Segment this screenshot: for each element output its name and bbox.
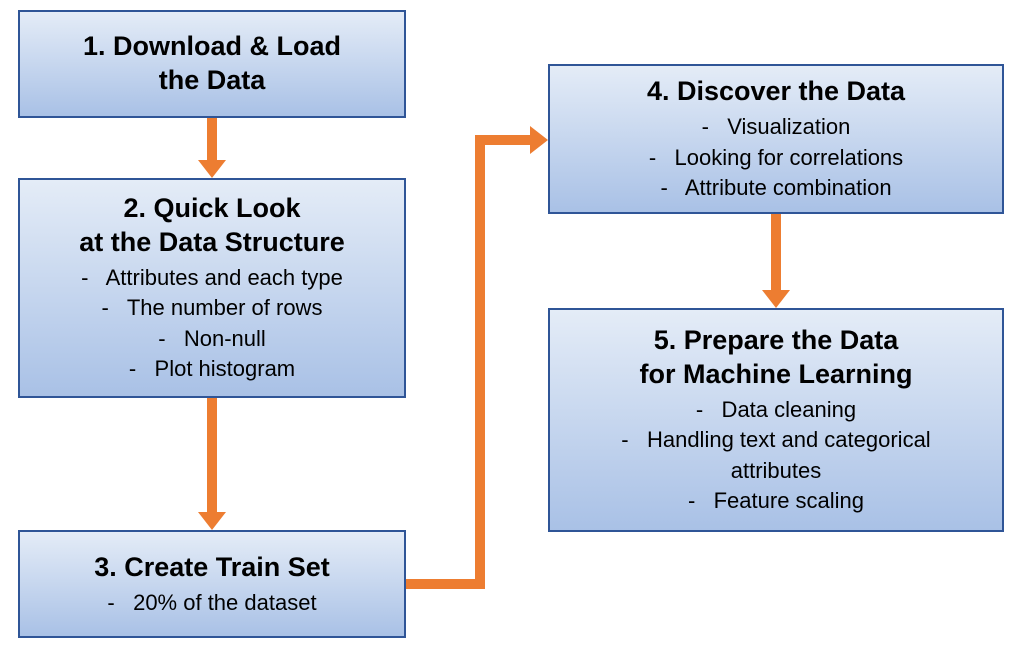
flow-node-n1: 1. Download & Loadthe Data — [18, 10, 406, 118]
node-bullet: - Looking for correlations — [649, 144, 903, 173]
node-bullet: - Visualization — [702, 113, 851, 142]
node-title-line: 1. Download & Load — [83, 30, 341, 64]
node-title-line: 2. Quick Look — [79, 192, 345, 226]
node-title-line: 3. Create Train Set — [94, 551, 330, 585]
node-title: 1. Download & Loadthe Data — [83, 30, 341, 98]
node-bullet: - Attribute combination — [660, 174, 891, 203]
node-title-line: the Data — [83, 64, 341, 98]
node-bullet: - Data cleaning — [696, 396, 856, 425]
node-bullet: - Attributes and each type — [81, 264, 343, 293]
node-bullet: - Non-null — [158, 325, 266, 354]
node-bullet: attributes — [731, 457, 822, 486]
arrow-n1-n2 — [198, 118, 226, 178]
arrow-n3-n4 — [406, 126, 548, 589]
node-bullets: - Data cleaning- Handling text and categ… — [621, 396, 930, 516]
node-bullet: - Plot histogram — [129, 355, 295, 384]
arrow-n2-n3 — [198, 398, 226, 530]
node-bullets: - 20% of the dataset — [107, 589, 316, 618]
flow-node-n5: 5. Prepare the Datafor Machine Learning-… — [548, 308, 1004, 532]
node-title: 4. Discover the Data — [647, 75, 905, 109]
flow-node-n3: 3. Create Train Set - 20% of the dataset — [18, 530, 406, 638]
node-bullet: - The number of rows — [102, 294, 323, 323]
node-title: 3. Create Train Set — [94, 551, 330, 585]
node-title-line: at the Data Structure — [79, 226, 345, 260]
arrow-n4-n5 — [762, 214, 790, 308]
node-bullets: - Visualization- Looking for correlation… — [649, 113, 903, 203]
node-title-line: for Machine Learning — [639, 358, 912, 392]
node-bullets: - Attributes and each type- The number o… — [81, 264, 343, 384]
node-title: 2. Quick Lookat the Data Structure — [79, 192, 345, 260]
node-title-line: 4. Discover the Data — [647, 75, 905, 109]
node-title: 5. Prepare the Datafor Machine Learning — [639, 324, 912, 392]
flow-node-n4: 4. Discover the Data - Visualization- Loo… — [548, 64, 1004, 214]
node-bullet: - 20% of the dataset — [107, 589, 316, 618]
node-bullet: - Feature scaling — [688, 487, 864, 516]
node-title-line: 5. Prepare the Data — [639, 324, 912, 358]
node-bullet: - Handling text and categorical — [621, 426, 930, 455]
flow-node-n2: 2. Quick Lookat the Data Structure- Attr… — [18, 178, 406, 398]
